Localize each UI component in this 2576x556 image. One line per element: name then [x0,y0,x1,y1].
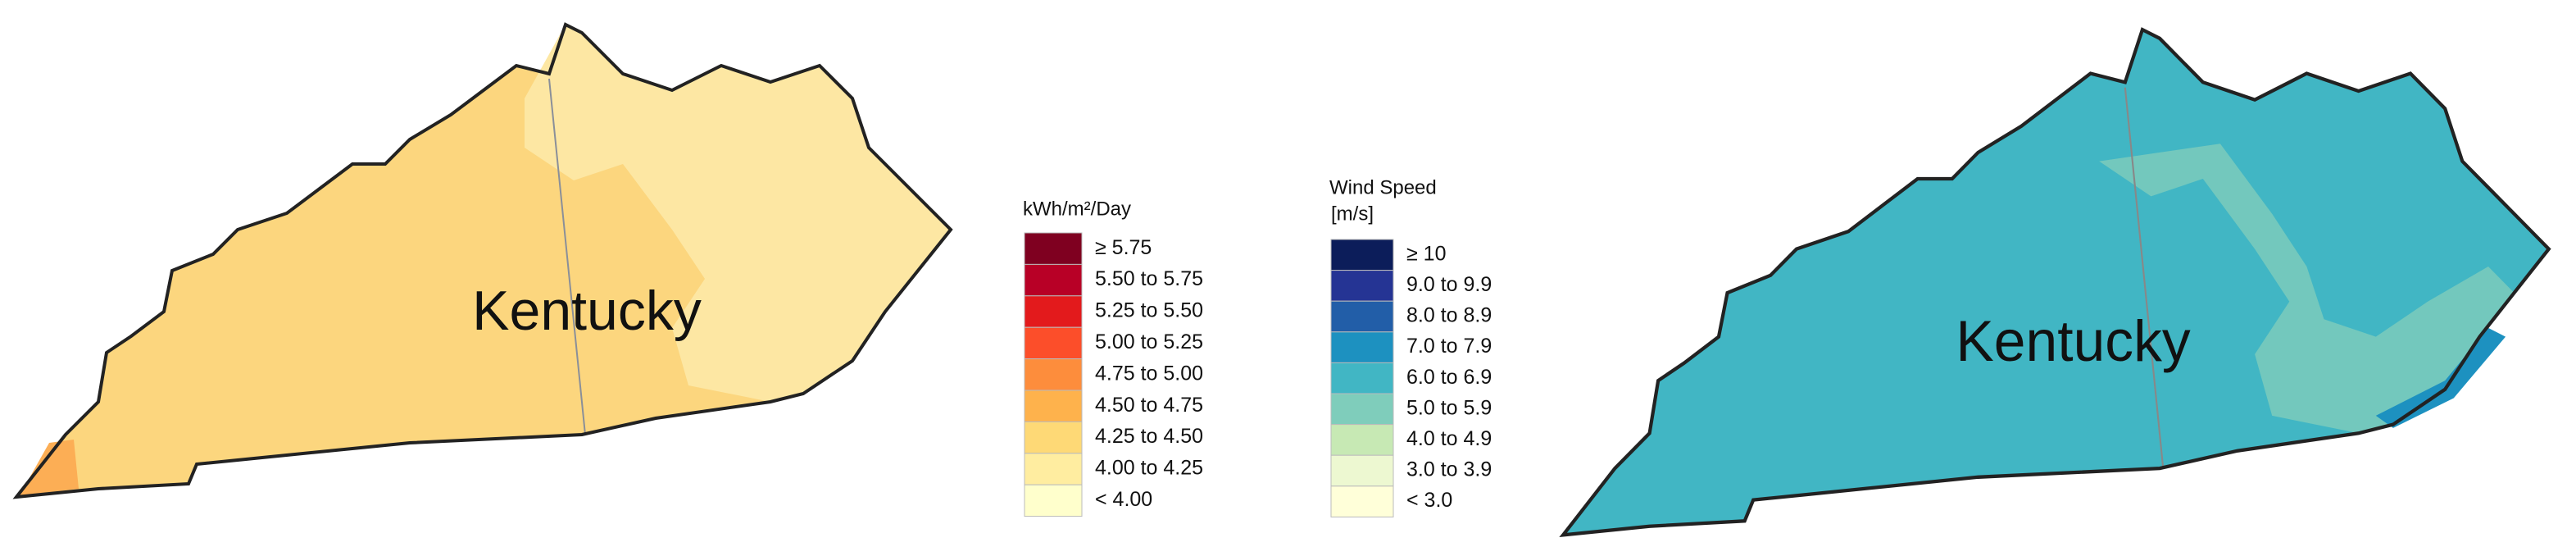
legend-label: 4.00 to 4.25 [1095,457,1203,480]
legend-label: ≥ 5.75 [1095,236,1152,259]
legend-title: kWh/m²/Day [1023,198,1131,220]
legend-label: 7.0 to 7.9 [1406,335,1492,358]
legend-label: 5.25 to 5.50 [1095,299,1203,322]
legend-label: < 4.00 [1095,488,1152,511]
legend-swatch [1024,390,1083,422]
legends: kWh/m²/Day Wind Speed [m/s] ≥ 5.75 5.50 t… [1023,176,1492,517]
legend-label: 9.0 to 9.9 [1406,273,1492,296]
legend-label: < 3.0 [1406,489,1452,512]
legend-swatch [1330,239,1394,271]
legend-label: 6.0 to 6.9 [1406,366,1492,389]
legend-swatch [1024,326,1083,360]
legend-swatch [1330,362,1394,394]
legend-swatch [1330,300,1394,333]
legend-title: Wind Speed [1329,176,1437,198]
wind-map: Kentucky [1563,30,2549,535]
map-label: Kentucky [472,280,702,342]
legend-label: 4.50 to 4.75 [1095,394,1203,417]
map-label: Kentucky [1956,309,2190,374]
dark-region [2375,327,2506,428]
legend-unit: [m/s] [1331,203,1374,225]
legend-swatch [1024,263,1083,297]
warm-region [20,440,79,495]
legend-swatch [1024,421,1083,454]
legend-swatch [1330,331,1394,363]
light-region [2099,144,2515,434]
legend-label: 4.75 to 5.00 [1095,362,1203,385]
legend-label: 8.0 to 8.9 [1406,304,1492,327]
legend-label: 5.50 to 5.75 [1095,267,1203,290]
legend-swatch [1024,453,1083,485]
legend-swatch [1024,358,1083,391]
light-region [525,25,951,402]
legend-label: 4.25 to 4.50 [1095,425,1203,448]
legend-swatch [1330,485,1394,517]
legend-swatch [1330,270,1394,302]
legend-label: ≥ 10 [1406,242,1446,265]
solar-map: Kentucky [15,23,952,499]
legend-swatch [1330,454,1394,487]
legend-label: 3.0 to 3.9 [1406,458,1492,481]
legend-label: 4.0 to 4.9 [1406,427,1492,450]
legend-swatch [1024,484,1083,517]
legend-label: 5.00 to 5.25 [1095,330,1203,353]
legend-label: 5.0 to 5.9 [1406,396,1492,419]
legend-swatch [1024,295,1083,328]
legend-swatch [1024,232,1083,265]
legend-swatch [1330,393,1394,426]
legend-swatch [1330,424,1394,456]
